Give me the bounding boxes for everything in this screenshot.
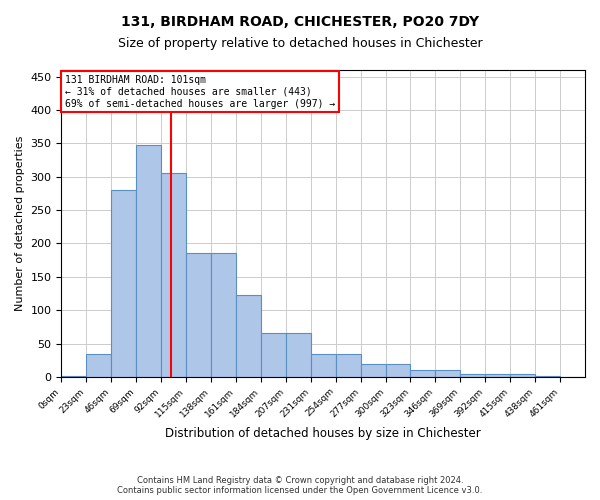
Bar [535, 376, 560, 377]
Bar [436, 370, 460, 377]
Text: Contains HM Land Registry data © Crown copyright and database right 2024.
Contai: Contains HM Land Registry data © Crown c… [118, 476, 482, 495]
Bar [161, 174, 186, 377]
Text: Size of property relative to detached houses in Chichester: Size of property relative to detached ho… [118, 38, 482, 51]
Bar [211, 254, 236, 377]
Bar [236, 296, 261, 377]
Bar [510, 374, 535, 377]
Bar [311, 354, 335, 377]
Bar [186, 254, 211, 377]
X-axis label: Distribution of detached houses by size in Chichester: Distribution of detached houses by size … [166, 427, 481, 440]
Bar [261, 334, 286, 377]
Bar [485, 374, 510, 377]
Bar [361, 364, 386, 377]
Bar [460, 374, 485, 377]
Bar [86, 354, 111, 377]
Bar [136, 146, 161, 377]
Bar [286, 334, 311, 377]
Bar [61, 376, 86, 377]
Text: 131 BIRDHAM ROAD: 101sqm
← 31% of detached houses are smaller (443)
69% of semi-: 131 BIRDHAM ROAD: 101sqm ← 31% of detach… [65, 76, 335, 108]
Text: 131, BIRDHAM ROAD, CHICHESTER, PO20 7DY: 131, BIRDHAM ROAD, CHICHESTER, PO20 7DY [121, 15, 479, 29]
Y-axis label: Number of detached properties: Number of detached properties [15, 136, 25, 311]
Bar [386, 364, 410, 377]
Bar [410, 370, 436, 377]
Bar [335, 354, 361, 377]
Bar [111, 190, 136, 377]
